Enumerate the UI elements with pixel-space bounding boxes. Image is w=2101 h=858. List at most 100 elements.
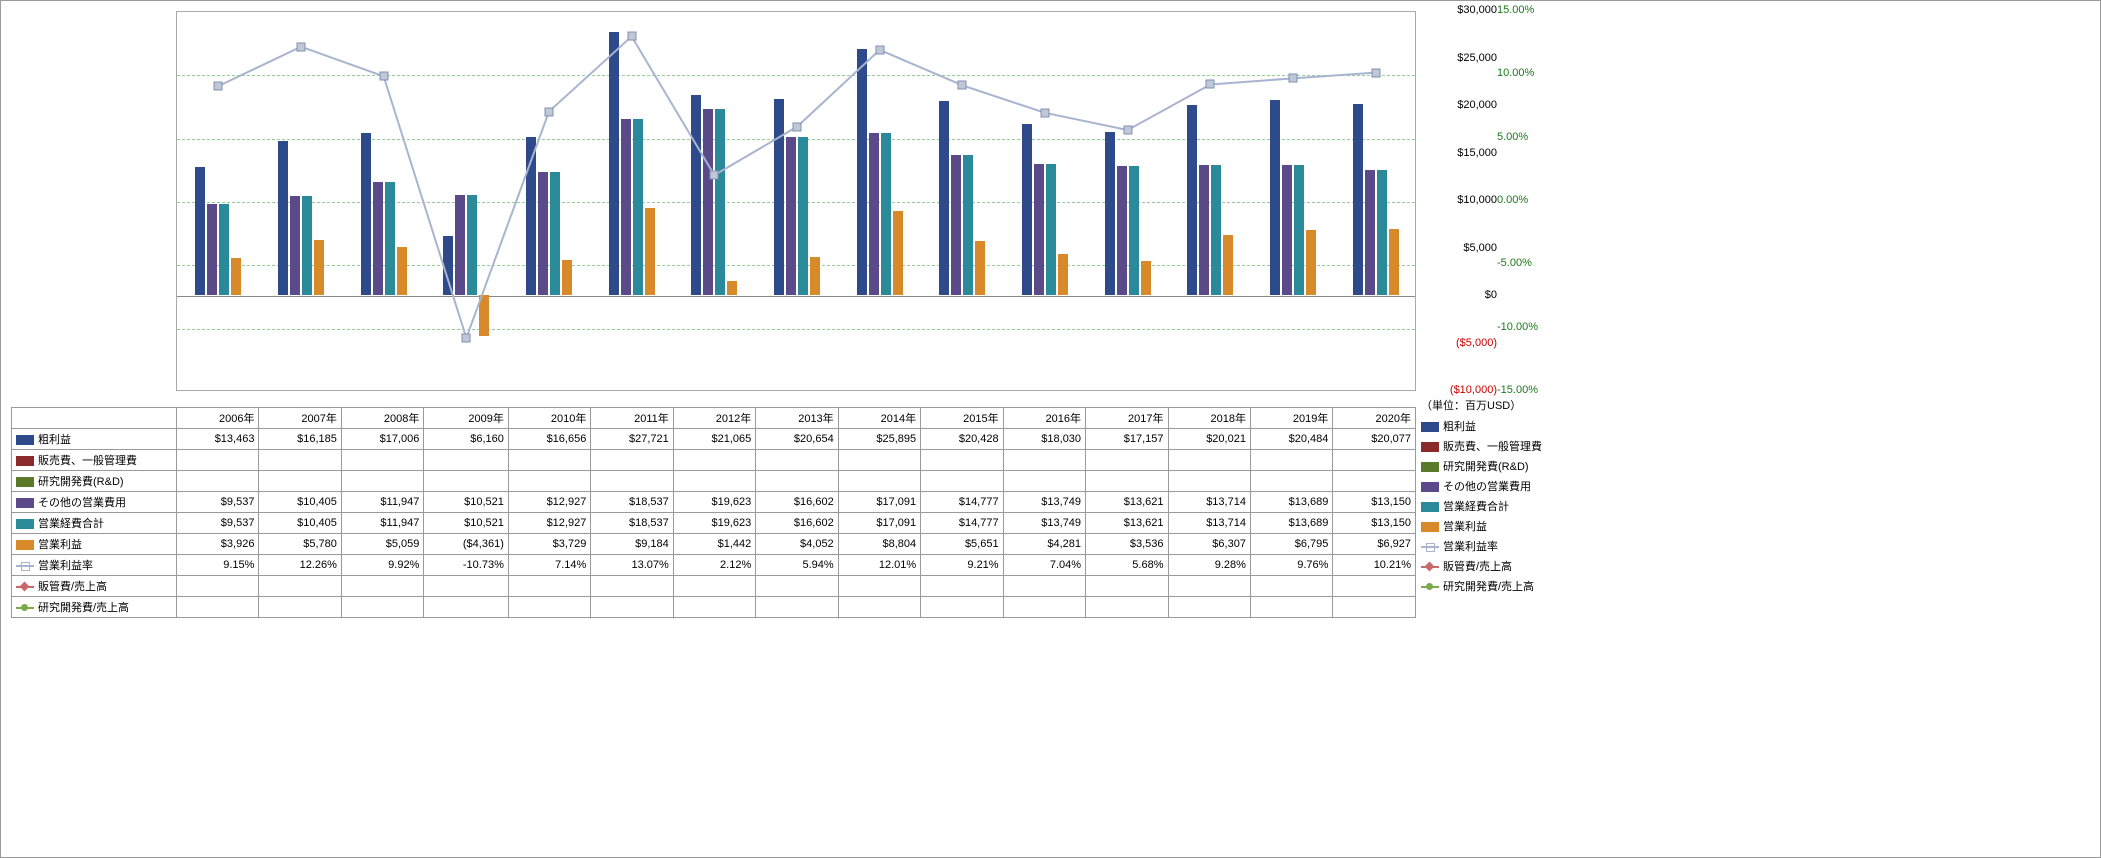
cell: $3,729: [508, 534, 590, 555]
legend-item-rnd_ratio: 研究開発費/売上高: [1421, 577, 1671, 597]
row-label-sga_ratio: 販管費/売上高: [12, 576, 177, 597]
cell: [341, 450, 423, 471]
cell: $13,150: [1333, 513, 1416, 534]
cell: [1168, 597, 1250, 618]
cell: [838, 450, 920, 471]
plot-area: [176, 11, 1416, 391]
cell: $5,651: [921, 534, 1003, 555]
y1-tick: $25,000: [1421, 52, 1497, 64]
cell: 9.76%: [1250, 555, 1332, 576]
cell: [921, 450, 1003, 471]
year-header: 2008年: [341, 408, 423, 429]
cell: 7.04%: [1003, 555, 1085, 576]
cell: $13,689: [1250, 513, 1332, 534]
legend-item-gross_profit: 粗利益: [1421, 417, 1671, 437]
cell: [673, 597, 755, 618]
cell: $20,077: [1333, 429, 1416, 450]
legend-item-other_op: その他の営業費用: [1421, 477, 1671, 497]
cell: [177, 450, 259, 471]
table-corner: [12, 408, 177, 429]
legend-right: 粗利益販売費、一般管理費研究開発費(R&D)その他の営業費用営業経費合計営業利益…: [1421, 417, 1671, 597]
cell: $13,749: [1003, 513, 1085, 534]
cell: [1250, 471, 1332, 492]
cell: $3,926: [177, 534, 259, 555]
row-label-gross_profit: 粗利益: [12, 429, 177, 450]
cell: [1168, 471, 1250, 492]
cell: $10,521: [424, 513, 509, 534]
cell: 13.07%: [591, 555, 673, 576]
legend-item-sga_ratio: 販管費/売上高: [1421, 557, 1671, 577]
cell: $9,537: [177, 513, 259, 534]
y1-tick: $20,000: [1421, 99, 1497, 111]
cell: $6,307: [1168, 534, 1250, 555]
cell: $13,714: [1168, 513, 1250, 534]
cell: $13,621: [1086, 492, 1168, 513]
cell: $1,442: [673, 534, 755, 555]
y1-tick: $30,000: [1421, 4, 1497, 16]
cell: [1333, 597, 1416, 618]
cell: [673, 576, 755, 597]
cell: $19,623: [673, 492, 755, 513]
cell: [424, 471, 509, 492]
line-layer: [177, 12, 1417, 392]
year-header: 2007年: [259, 408, 341, 429]
cell: [756, 597, 838, 618]
cell: [1250, 450, 1332, 471]
y1-tick: $15,000: [1421, 147, 1497, 159]
row-label-op_exp_total: 営業経費合計: [12, 513, 177, 534]
cell: $6,927: [1333, 534, 1416, 555]
cell: ($4,361): [424, 534, 509, 555]
cell: [508, 471, 590, 492]
cell: [838, 576, 920, 597]
cell: 12.26%: [259, 555, 341, 576]
cell: 9.15%: [177, 555, 259, 576]
row-label-op_income: 営業利益: [12, 534, 177, 555]
cell: $13,150: [1333, 492, 1416, 513]
cell: $13,714: [1168, 492, 1250, 513]
cell: [1250, 576, 1332, 597]
cell: $3,536: [1086, 534, 1168, 555]
cell: $4,281: [1003, 534, 1085, 555]
cell: $6,795: [1250, 534, 1332, 555]
cell: $9,184: [591, 534, 673, 555]
cell: 12.01%: [838, 555, 920, 576]
data-table: 2006年2007年2008年2009年2010年2011年2012年2013年…: [11, 407, 1416, 618]
y2-tick: 10.00%: [1497, 67, 1569, 79]
cell: $14,777: [921, 492, 1003, 513]
cell: [1003, 450, 1085, 471]
cell: 9.92%: [341, 555, 423, 576]
cell: [341, 576, 423, 597]
cell: $20,428: [921, 429, 1003, 450]
cell: $20,484: [1250, 429, 1332, 450]
cell: $5,780: [259, 534, 341, 555]
cell: [591, 576, 673, 597]
y1-tick: $5,000: [1421, 242, 1497, 254]
cell: [1333, 576, 1416, 597]
cell: $25,895: [838, 429, 920, 450]
cell: $13,749: [1003, 492, 1085, 513]
cell: 9.28%: [1168, 555, 1250, 576]
cell: $6,160: [424, 429, 509, 450]
year-header: 2009年: [424, 408, 509, 429]
year-header: 2010年: [508, 408, 590, 429]
cell: [508, 597, 590, 618]
cell: [1333, 471, 1416, 492]
y1-tick: $10,000: [1421, 194, 1497, 206]
cell: $5,059: [341, 534, 423, 555]
y1-tick: $0: [1421, 289, 1497, 301]
cell: $4,052: [756, 534, 838, 555]
cell: [1003, 471, 1085, 492]
cell: [756, 471, 838, 492]
year-header: 2006年: [177, 408, 259, 429]
row-label-other_op: その他の営業費用: [12, 492, 177, 513]
unit-label: （単位：百万USD）: [1421, 397, 1521, 413]
cell: [756, 576, 838, 597]
cell: [177, 471, 259, 492]
cell: [177, 576, 259, 597]
y1-tick: ($5,000): [1421, 337, 1497, 349]
cell: $27,721: [591, 429, 673, 450]
cell: $10,405: [259, 513, 341, 534]
cell: $17,006: [341, 429, 423, 450]
cell: [1168, 576, 1250, 597]
cell: $16,602: [756, 513, 838, 534]
